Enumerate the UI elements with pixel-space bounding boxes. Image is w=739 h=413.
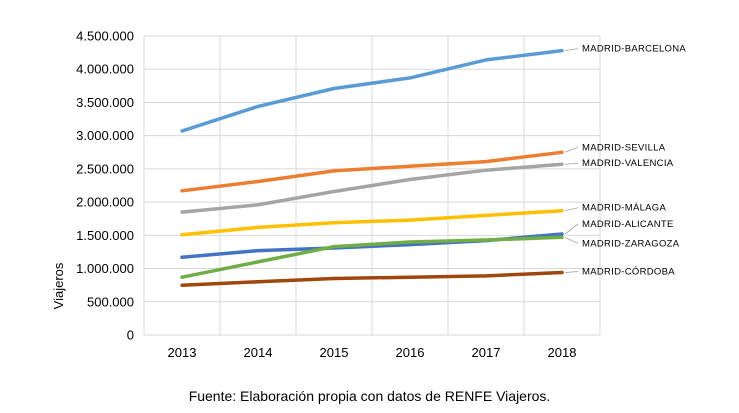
series-label: MADRID-ZARAGOZA bbox=[582, 238, 680, 249]
y-tick-label: 1.000.000 bbox=[76, 261, 134, 276]
series-line bbox=[180, 150, 564, 193]
x-tick-label: 2015 bbox=[320, 345, 349, 360]
y-tick-label: 2.000.000 bbox=[76, 195, 134, 210]
series-label: MADRID-BARCELONA bbox=[582, 44, 686, 55]
y-tick-label: 4.000.000 bbox=[76, 62, 134, 77]
x-tick-label: 2018 bbox=[548, 345, 577, 360]
series-line bbox=[180, 162, 564, 214]
label-leader-line bbox=[564, 207, 579, 212]
x-tick-label: 2014 bbox=[244, 345, 273, 360]
series-line bbox=[180, 48, 564, 133]
y-axis-label: Viajeros bbox=[51, 262, 66, 309]
y-tick-label: 3.000.000 bbox=[76, 128, 134, 143]
series-label: MADRID-VALENCIA bbox=[582, 158, 674, 169]
series-lines bbox=[180, 48, 564, 287]
label-leader-line bbox=[564, 48, 579, 52]
y-tick-label: 2.500.000 bbox=[76, 161, 134, 176]
x-tick-label: 2013 bbox=[168, 345, 197, 360]
y-axis-ticks: 0 500.000 1.000.000 1.500.000 2.000.000 2.500… bbox=[76, 29, 134, 343]
y-tick-label: 500.000 bbox=[87, 294, 134, 309]
series-line bbox=[180, 270, 564, 287]
series-label: MADRID-ALICANTE bbox=[582, 219, 674, 230]
series-line bbox=[180, 235, 564, 279]
label-leader-line bbox=[564, 162, 579, 165]
y-tick-label: 0 bbox=[127, 328, 134, 343]
x-tick-label: 2017 bbox=[472, 345, 501, 360]
label-leader-line bbox=[564, 146, 579, 153]
series-label: MADRID-SEVILLA bbox=[582, 142, 666, 153]
y-tick-label: 4.500.000 bbox=[76, 29, 134, 44]
series-line bbox=[180, 208, 564, 237]
label-leader-line bbox=[564, 223, 579, 235]
y-tick-label: 3.500.000 bbox=[76, 95, 134, 110]
series-label: MADRID-MÁLAGA bbox=[582, 203, 666, 214]
x-axis-ticks: 2013 2014 2015 2016 2017 2018 bbox=[168, 345, 577, 360]
label-leader-line bbox=[564, 271, 579, 273]
y-tick-label: 1.500.000 bbox=[76, 228, 134, 243]
source-caption: Fuente: Elaboración propia con datos de … bbox=[188, 388, 551, 404]
x-tick-label: 2016 bbox=[396, 345, 425, 360]
label-leader-line bbox=[564, 236, 579, 244]
series-labels: MADRID-BARCELONA MADRID-SEVILLA MADRID-VAL… bbox=[564, 44, 686, 278]
series-label: MADRID-CÓRDOBA bbox=[582, 267, 675, 278]
